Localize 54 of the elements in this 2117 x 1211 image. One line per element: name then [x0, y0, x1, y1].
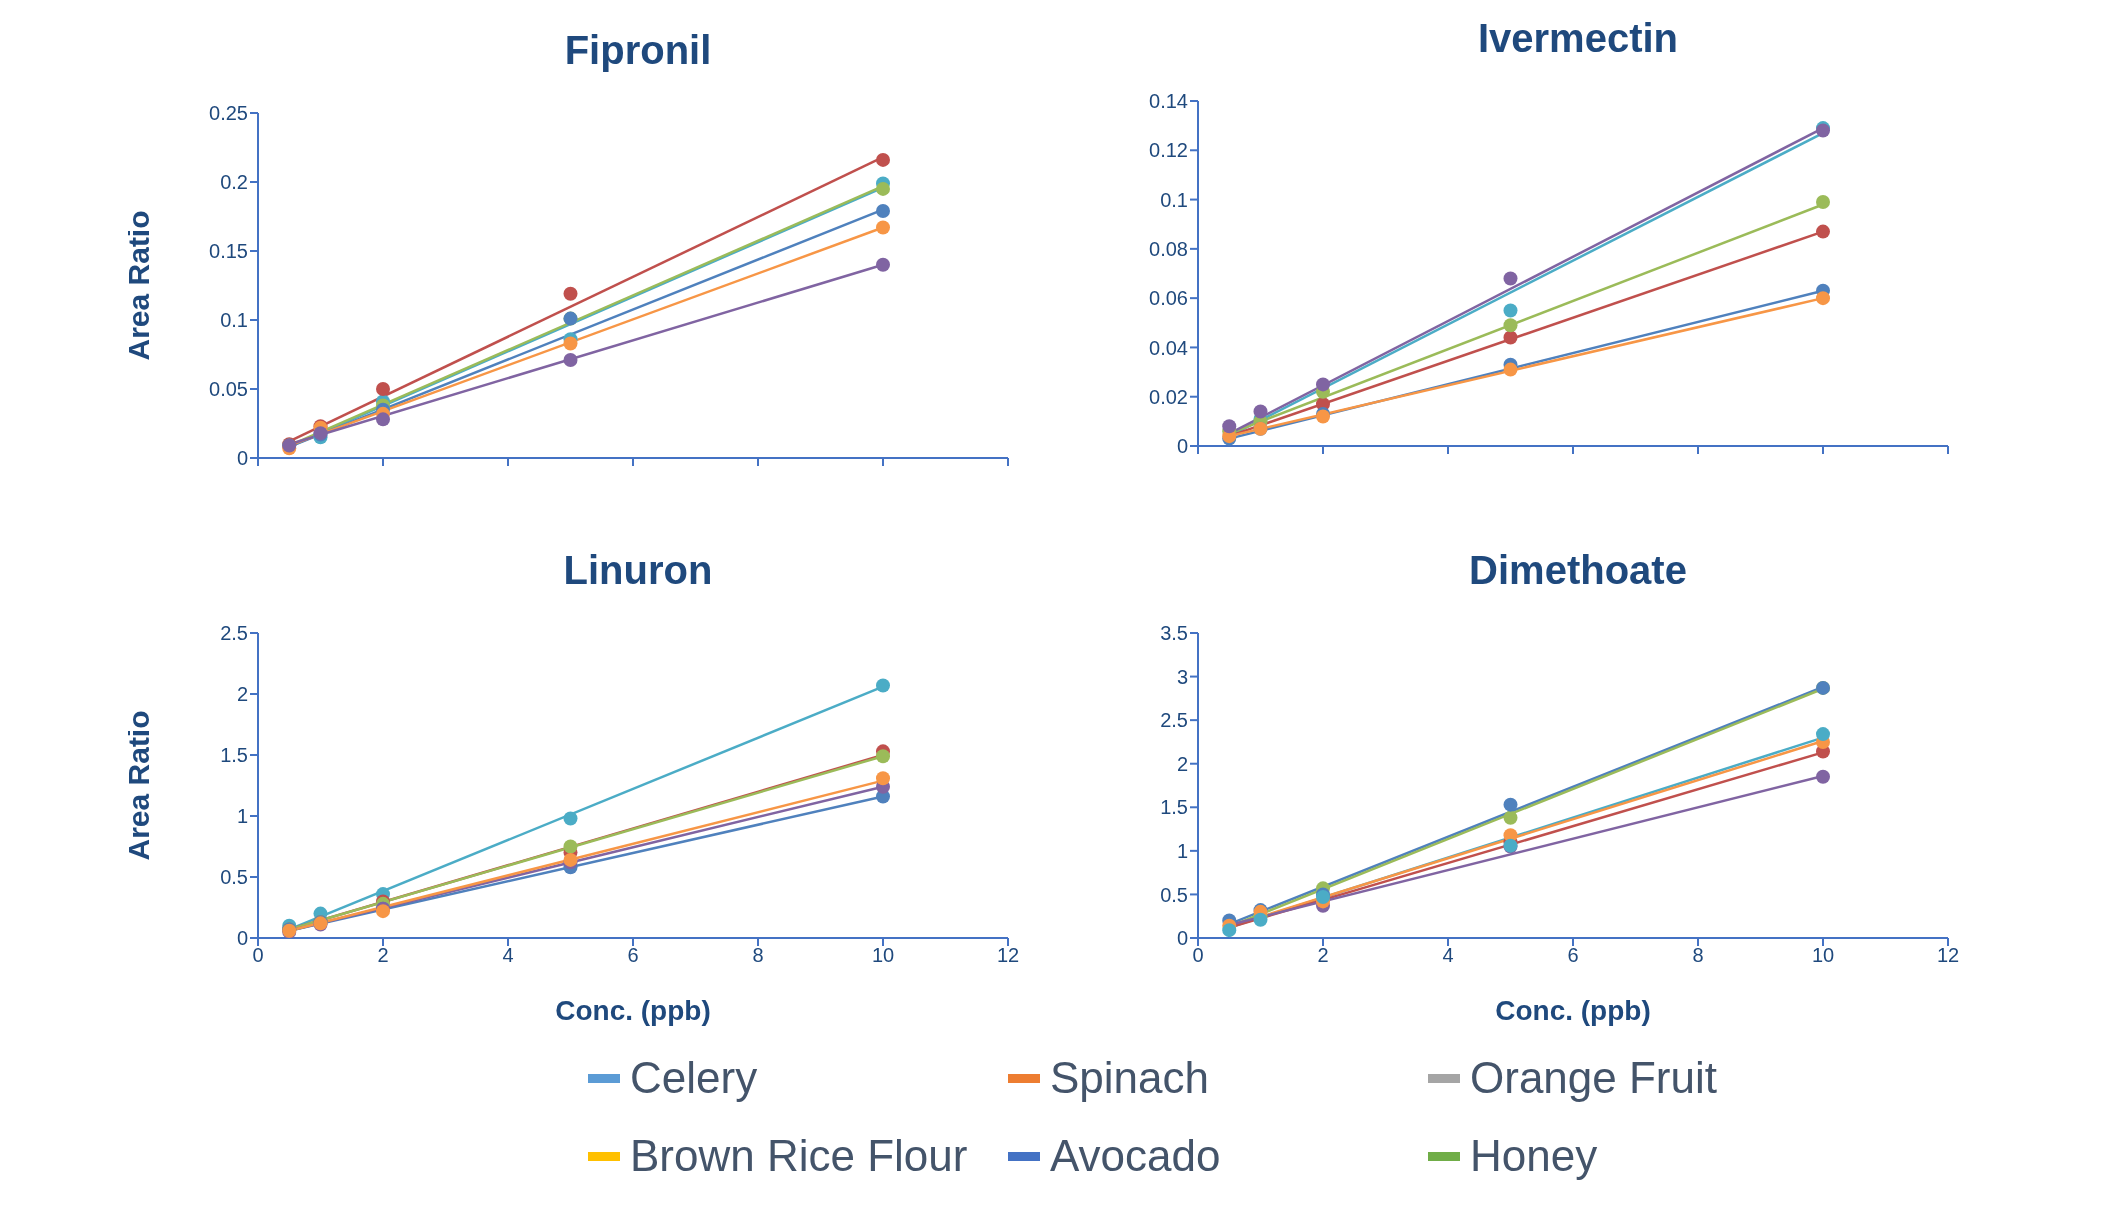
x-tick-label: 6 — [627, 944, 639, 967]
chart-title: Linuron — [562, 548, 714, 594]
x-tick-label: 0 — [252, 944, 264, 967]
x-tick-label: 8 — [752, 944, 764, 967]
x-tick-label: 6 — [1567, 944, 1579, 967]
y-tick-label: 1.5 — [1160, 796, 1188, 819]
y-tick-label: 0.5 — [1160, 883, 1188, 906]
chart-title: Dimethoate — [1468, 548, 1688, 594]
y-tick-label: 0.1 — [1160, 188, 1188, 211]
category-label: Avocado — [1050, 1131, 1221, 1181]
y-tick-label: 1 — [236, 805, 248, 828]
x-tick-label: 4 — [502, 944, 514, 967]
x-tick-label: 4 — [1442, 944, 1454, 967]
x-tick-label: 10 — [1811, 944, 1835, 967]
y-tick-label: 0.06 — [1149, 287, 1188, 310]
y-tick-label: 0.05 — [209, 378, 248, 401]
chart-title: Ivermectin — [1476, 16, 1680, 62]
y-tick-label: 0.1 — [220, 309, 248, 332]
x-tick-label: 12 — [1936, 944, 1960, 967]
y-tick-label: 0 — [236, 447, 248, 470]
category-label: Honey — [1470, 1131, 1598, 1181]
y-tick-label: 0.04 — [1149, 336, 1188, 359]
y-tick-label: 0.08 — [1149, 237, 1188, 260]
category-label: Spinach — [1050, 1053, 1210, 1103]
y-tick-label: 0.14 — [1149, 90, 1188, 113]
chart-title: Fipronil — [563, 28, 713, 74]
y-tick-label: 0.02 — [1149, 385, 1188, 408]
x-tick-label: 10 — [871, 944, 895, 967]
y-tick-label: 2.5 — [220, 622, 248, 645]
y-tick-label: 0 — [236, 927, 248, 950]
category-label: Orange Fruit — [1470, 1053, 1717, 1103]
y-tick-label: 0.12 — [1149, 139, 1188, 162]
y-tick-label: 3 — [1176, 665, 1188, 688]
y-tick-label: 2 — [1176, 752, 1188, 775]
y-tick-label: 0.15 — [209, 240, 248, 263]
y-tick-label: 3.5 — [1160, 622, 1188, 645]
category-label: Celery — [630, 1053, 758, 1103]
x-axis-title: Conc. (ppb) — [555, 994, 711, 1026]
y-tick-label: 0 — [1176, 435, 1188, 458]
y-tick-label: 1 — [1176, 839, 1188, 862]
x-tick-label: 2 — [377, 944, 389, 967]
y-tick-label: 0.2 — [220, 171, 248, 194]
y-tick-label: 0.25 — [209, 102, 248, 125]
x-tick-label: 12 — [996, 944, 1020, 967]
y-tick-label: 0.5 — [220, 866, 248, 889]
y-tick-label: 1.5 — [220, 744, 248, 767]
category-label: Brown Rice Flour — [630, 1131, 968, 1181]
x-tick-label: 2 — [1317, 944, 1329, 967]
y-tick-label: 2.5 — [1160, 709, 1188, 732]
y-tick-label: 2 — [236, 683, 248, 706]
x-tick-label: 8 — [1692, 944, 1704, 967]
y-tick-label: 0 — [1176, 927, 1188, 950]
x-tick-label: 0 — [1192, 944, 1204, 967]
x-axis-title: Conc. (ppb) — [1495, 994, 1651, 1026]
